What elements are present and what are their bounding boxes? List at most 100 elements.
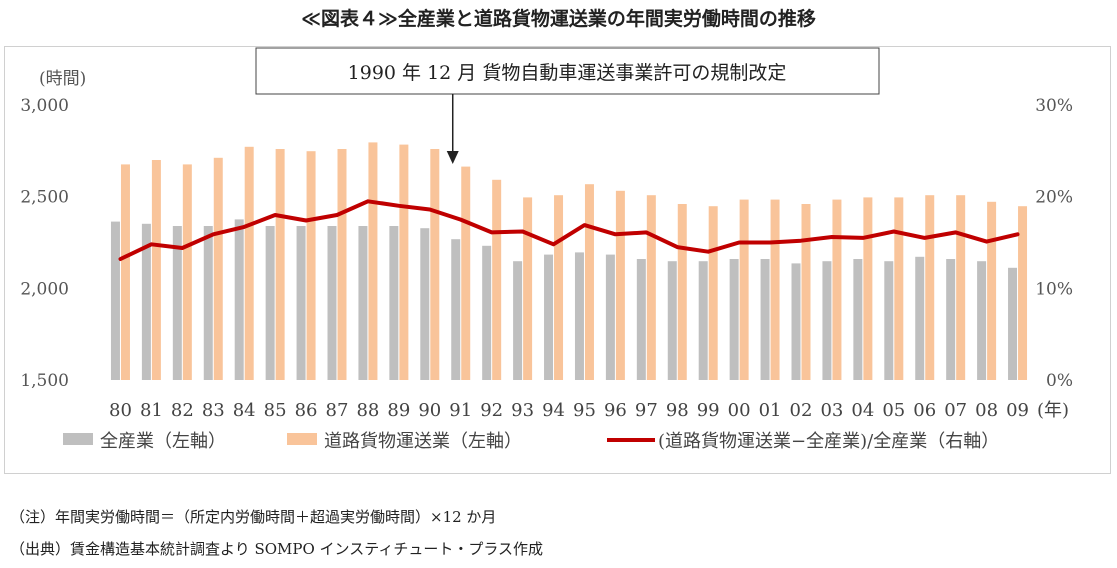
x-tick-label: 94 <box>542 400 565 421</box>
x-tick-label: 08 <box>975 400 998 421</box>
bar-all-industry <box>605 254 615 380</box>
bar-road-freight <box>275 149 285 380</box>
x-tick-label: 80 <box>109 400 132 421</box>
bar-road-freight <box>739 199 749 380</box>
chart-svg: 1,500 2,000 2,500 3,000 (時間) 0% 10% 20% 30% 80 81 8… <box>20 47 1073 452</box>
bar-all-industry <box>977 261 987 380</box>
bar-road-freight <box>987 201 997 380</box>
bar-road-freight <box>430 149 440 380</box>
x-tick-label: 06 <box>913 400 936 421</box>
annotation-arrowhead <box>446 151 459 164</box>
bar-all-industry <box>482 245 492 380</box>
bar-all-industry <box>358 226 368 380</box>
bar-road-freight <box>646 195 656 380</box>
axes-group: 1,500 2,000 2,500 3,000 (時間) 0% 10% 20% 30% 80 81 8… <box>20 69 1073 421</box>
x-tick-label: 07 <box>944 400 967 421</box>
chart-title: ≪図表４≫全産業と道路貨物運送業の年間実労働時間の推移 <box>301 8 816 30</box>
bar-all-industry <box>791 263 801 380</box>
x-tick-label: 87 <box>326 400 349 421</box>
bar-all-industry <box>667 261 677 380</box>
bar-all-industry <box>296 226 306 380</box>
bar-all-industry <box>544 254 554 380</box>
legend-group: 全産業（左軸） 道路貨物運送業（左軸） (道路貨物運送業−全産業)/全産業（右軸） <box>63 431 999 452</box>
bar-road-freight <box>337 149 347 380</box>
x-tick-label: 98 <box>666 400 689 421</box>
bar-road-freight <box>1018 206 1028 380</box>
ratio-line-group <box>118 199 1020 261</box>
bar-all-industry <box>574 252 584 380</box>
bar-road-freight <box>213 157 223 380</box>
bar-all-industry <box>822 261 832 380</box>
x-tick-label: 09 <box>1006 400 1029 421</box>
bar-all-industry <box>172 226 182 380</box>
bars-group <box>110 142 1028 380</box>
bar-road-freight <box>182 164 192 380</box>
legend-swatch-all-industry <box>63 433 93 445</box>
legend-swatch-road-freight <box>287 433 317 445</box>
annotation-box <box>255 47 880 95</box>
x-tick-label: 91 <box>449 400 472 421</box>
y-right-tick-label: 10% <box>1035 279 1073 299</box>
legend-label-ratio-line: (道路貨物運送業−全産業)/全産業（右軸） <box>658 431 999 452</box>
x-tick-label: 93 <box>511 400 534 421</box>
bar-all-industry <box>234 219 244 380</box>
bar-road-freight <box>523 197 533 380</box>
annotation-text: 1990 年 12 月 貨物自動車運送事業許可の規制改定 <box>348 62 787 84</box>
bar-all-industry <box>513 261 523 380</box>
bar-road-freight <box>306 151 316 380</box>
bar-road-freight <box>368 142 378 380</box>
bar-road-freight <box>770 199 780 380</box>
x-tick-label: 81 <box>140 400 163 421</box>
bar-all-industry <box>389 226 399 380</box>
x-tick-label: 03 <box>820 400 843 421</box>
bar-road-freight <box>120 164 130 380</box>
bar-all-industry <box>327 226 337 380</box>
footnote-note: （注）年間実労働時間＝（所定内労働時間＋超過実労働時間）×12 か月 <box>10 508 497 526</box>
bar-all-industry <box>884 261 894 380</box>
y-right-tick-label: 0% <box>1046 371 1073 391</box>
bar-road-freight <box>244 146 254 380</box>
x-tick-label: 01 <box>759 400 782 421</box>
bar-road-freight <box>492 179 502 380</box>
bar-road-freight <box>677 204 687 380</box>
bar-road-freight <box>615 190 625 380</box>
bar-all-industry <box>915 256 925 380</box>
y-left-tick-label: 3,000 <box>20 96 69 116</box>
y-right-tick-label: 30% <box>1035 96 1073 116</box>
x-tick-label: 88 <box>356 400 379 421</box>
bar-all-industry <box>451 239 461 380</box>
bar-all-industry <box>265 226 275 380</box>
bar-road-freight <box>708 206 718 380</box>
x-tick-label: 04 <box>851 400 874 421</box>
bar-all-industry <box>1008 267 1018 380</box>
bar-all-industry <box>141 223 151 380</box>
x-tick-label: 05 <box>882 400 905 421</box>
x-tick-label: 95 <box>573 400 596 421</box>
annotation-group: 1990 年 12 月 貨物自動車運送事業許可の規制改定 <box>255 47 880 164</box>
y-left-tick-label: 2,500 <box>20 188 69 208</box>
x-tick-label: 85 <box>264 400 287 421</box>
bar-all-industry <box>203 226 213 380</box>
bar-all-industry <box>636 259 646 380</box>
x-tick-label: 90 <box>418 400 441 421</box>
bar-road-freight <box>399 144 409 380</box>
bar-road-freight <box>956 195 966 380</box>
x-tick-label: 89 <box>387 400 410 421</box>
x-tick-label: 84 <box>233 400 256 421</box>
x-tick-label: 02 <box>790 400 813 421</box>
bar-all-industry <box>110 221 120 380</box>
bar-all-industry <box>760 259 770 380</box>
bar-road-freight <box>554 195 564 380</box>
bar-road-freight <box>151 160 161 380</box>
bar-all-industry <box>420 228 430 380</box>
x-tick-label: 00 <box>728 400 751 421</box>
x-tick-label: 99 <box>697 400 720 421</box>
x-tick-label: 82 <box>171 400 194 421</box>
x-tick-label: 86 <box>295 400 318 421</box>
bar-road-freight <box>584 184 594 380</box>
y-left-tick-label: 1,500 <box>20 371 69 391</box>
x-tick-label: 92 <box>480 400 503 421</box>
legend-label-all-industry: 全産業（左軸） <box>100 431 226 452</box>
x-unit-label: (年) <box>1037 400 1069 421</box>
y-right-tick-label: 20% <box>1035 188 1073 208</box>
